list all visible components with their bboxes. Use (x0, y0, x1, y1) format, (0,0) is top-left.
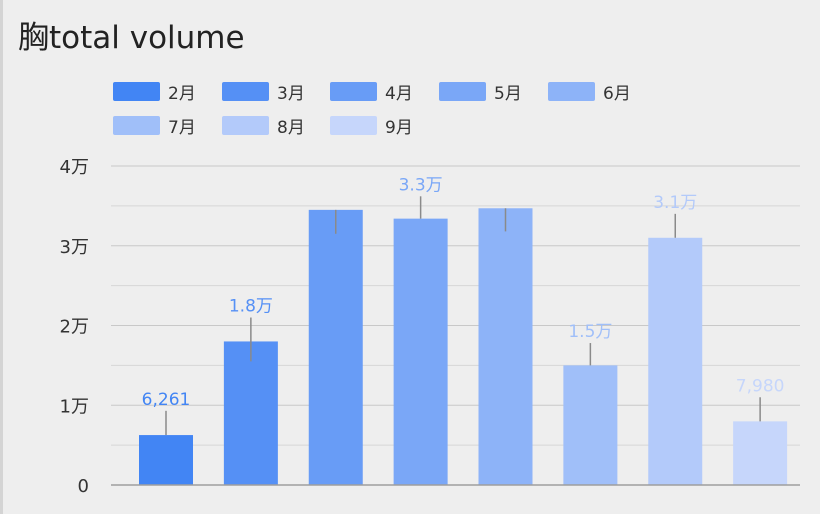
legend-item[interactable]: 3月 (222, 79, 305, 104)
legend-label: 9月 (385, 118, 413, 138)
legend-item[interactable]: 4月 (330, 79, 413, 104)
y-tick-label: 4万 (60, 157, 89, 178)
y-tick-label: 2万 (60, 317, 89, 338)
legend-swatch (113, 116, 160, 135)
legend-label: 3月 (277, 84, 305, 104)
chart-title: 胸total volume (18, 20, 245, 56)
legend-item[interactable]: 7月 (113, 113, 196, 138)
legend-label: 2月 (168, 84, 196, 104)
legend-label: 5月 (494, 84, 522, 104)
y-tick-label: 1万 (60, 396, 89, 417)
legend-item[interactable]: 6月 (548, 79, 631, 104)
legend-item[interactable]: 2月 (113, 79, 196, 104)
bar (563, 365, 618, 485)
legend-label: 7月 (168, 118, 196, 138)
bar (139, 435, 193, 485)
legend-swatch (113, 82, 160, 101)
bar (308, 209, 363, 486)
data-label: 3.3万 (399, 175, 443, 195)
bar-chart: 0 1万 2万 3万 4万 6,261 1.8万 3.3万 1.5万 3.1万 7,980 (60, 157, 800, 497)
bar (478, 208, 533, 485)
legend-label: 4月 (385, 84, 413, 104)
data-label: 1.5万 (568, 322, 612, 342)
data-label: 3.1万 (653, 193, 697, 213)
bar (393, 218, 448, 485)
y-tick-label: 3万 (60, 237, 89, 258)
legend-item[interactable]: 8月 (222, 113, 305, 138)
legend-label: 8月 (277, 118, 305, 138)
legend: 2月 3月 4月 5月 6月 7月 8月 9月 (3, 0, 820, 140)
legend-swatch (222, 116, 269, 135)
legend-swatch (222, 82, 269, 101)
legend-swatch (439, 82, 486, 101)
bar (733, 421, 788, 485)
bar (223, 341, 278, 485)
data-label: 6,261 (142, 390, 191, 410)
legend-swatch (548, 82, 595, 101)
legend-label: 6月 (603, 84, 631, 104)
legend-swatch (330, 82, 377, 101)
data-label: 7,980 (736, 376, 785, 396)
legend-item[interactable]: 5月 (439, 79, 522, 104)
data-label: 1.8万 (229, 297, 273, 317)
bar (648, 237, 703, 485)
legend-swatch (330, 116, 377, 135)
legend-item[interactable]: 9月 (330, 113, 413, 138)
y-tick-label: 0 (78, 476, 89, 497)
